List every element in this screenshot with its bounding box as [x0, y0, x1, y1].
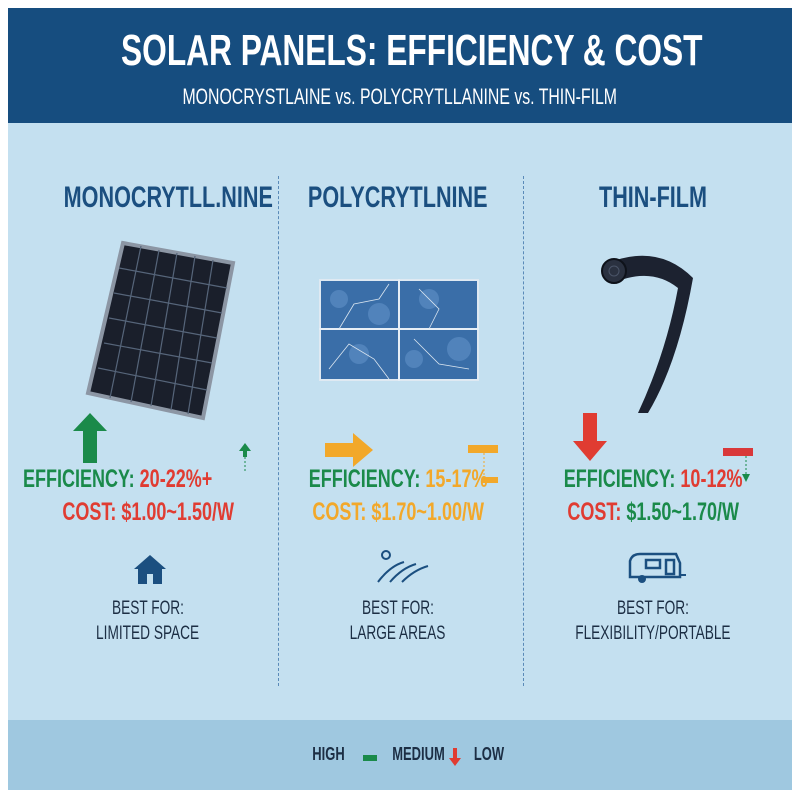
legend-medium: MEDIUM — [392, 744, 445, 764]
house-icon — [134, 555, 166, 584]
medium-dash-icon — [363, 755, 377, 761]
column-thin-film: THIN-FILM EFFICIENCY: 10-12% COST: $1.50… — [528, 123, 778, 720]
cost-value: $1.50~1.70/W — [626, 498, 739, 526]
camper-icon — [628, 552, 686, 583]
efficiency-value: 15-17% — [425, 465, 488, 493]
field-icon — [377, 550, 429, 583]
column-title: THIN-FILM — [599, 181, 707, 214]
cost-label: COST: — [567, 498, 622, 526]
efficiency-label: EFFICIENCY: — [23, 465, 135, 493]
column-polycrystalline: POLYCRYTLNINE EFFICIENCY: 15-17% COST: $… — [273, 123, 523, 720]
up-arrow-icon — [73, 413, 107, 463]
legend-low: LOW — [473, 744, 505, 764]
header: SOLAR PANELS: EFFICIENCY & COST MONOCRYS… — [8, 8, 792, 123]
column-divider — [523, 176, 524, 686]
medium-dash-icon — [468, 445, 498, 483]
small-up-arrow-icon — [239, 443, 251, 473]
monocrystalline-panel-icon — [85, 240, 236, 421]
comparison-panel: MONOCRYTLL.NINE EFFICIENCY: 20-22%+ COST… — [8, 123, 792, 720]
cost-label: COST: — [312, 498, 367, 526]
efficiency-label: EFFICIENCY: — [308, 465, 421, 493]
down-arrow-icon — [449, 748, 461, 766]
column-title: POLYCRYTLNINE — [308, 181, 488, 214]
legend: HIGH MEDIUM LOW — [8, 720, 792, 790]
page-subtitle: MONOCRYSTLAINE vs. POLYCRYTLLANINE vs. T… — [182, 84, 618, 109]
thin-film-roll-icon — [601, 255, 693, 413]
efficiency-label: EFFICIENCY: — [563, 465, 676, 493]
cost-label: COST: — [62, 498, 117, 526]
best-for-value: LIMITED SPACE — [96, 623, 200, 644]
best-for-value: LARGE AREAS — [350, 623, 446, 644]
polycrystalline-panel-icon — [319, 279, 479, 381]
column-title: MONOCRYTLL.NINE — [63, 181, 273, 214]
right-arrow-icon — [325, 433, 373, 467]
best-for-value: FLEXIBILITY/PORTABLE — [575, 623, 731, 644]
page-title: SOLAR PANELS: EFFICIENCY & COST — [121, 26, 703, 75]
legend-high: HIGH — [312, 744, 345, 764]
best-for-label: BEST FOR: — [362, 598, 434, 619]
best-for-label: BEST FOR: — [112, 598, 184, 619]
efficiency-value: 20-22%+ — [139, 465, 213, 493]
efficiency-value: 10-12% — [680, 465, 743, 493]
cost-value: $1.70~1.00/W — [371, 498, 484, 526]
column-divider — [278, 176, 279, 686]
low-indicator-icon — [723, 448, 753, 482]
cost-value: $1.00~1.50/W — [121, 498, 234, 526]
down-arrow-icon — [573, 413, 607, 461]
column-monocrystalline: MONOCRYTLL.NINE EFFICIENCY: 20-22%+ COST… — [23, 123, 273, 720]
best-for-label: BEST FOR: — [617, 598, 689, 619]
